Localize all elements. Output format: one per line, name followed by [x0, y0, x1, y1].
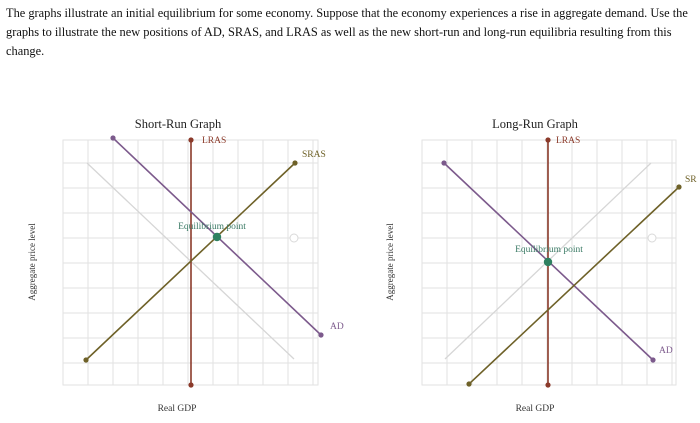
short-run-lras-handle[interactable] — [188, 382, 194, 388]
short-run-equilibrium-point[interactable] — [212, 232, 222, 242]
short-run-lras-label: LRAS — [202, 136, 226, 146]
short-run-ad-handle[interactable] — [110, 135, 116, 141]
long-run-ad-handle[interactable] — [650, 357, 656, 363]
short-run-ad-handle[interactable] — [318, 332, 324, 338]
long-run-ad-label: AD — [659, 346, 673, 356]
long-run-sras-curve[interactable] — [468, 186, 680, 385]
long-run-sras-label: SR — [685, 175, 697, 185]
long-run-sras-handle[interactable] — [676, 184, 682, 190]
question-text: The graphs illustrate an initial equilib… — [6, 6, 688, 58]
short-run-sras-label: SRAS — [302, 150, 326, 160]
short-run-graph: Short-Run Graph Aggregate price level Re… — [27, 117, 344, 414]
short-run-sras-curve[interactable] — [85, 162, 296, 361]
long-run-equilibrium-label: Equilibrium point — [515, 245, 583, 255]
short-run-sras-handle[interactable] — [292, 160, 298, 166]
long-run-x-axis-label: Real GDP — [516, 404, 555, 414]
short-run-title: Short-Run Graph — [135, 117, 222, 131]
short-run-equilibrium-label: Equilibrium point — [178, 222, 246, 232]
long-run-lras-label: LRAS — [556, 136, 580, 146]
long-run-sras-handle[interactable] — [466, 381, 472, 387]
long-run-lras-handle[interactable] — [545, 382, 551, 388]
long-run-hidden-handle[interactable] — [647, 233, 657, 243]
long-run-ad-handle[interactable] — [441, 160, 447, 166]
long-run-y-axis-label: Aggregate price level — [385, 223, 395, 301]
long-run-graph: Long-Run Graph Aggregate price level Rea… — [385, 117, 697, 414]
short-run-lras-handle[interactable] — [188, 137, 194, 143]
short-run-hidden-handle[interactable] — [289, 233, 299, 243]
short-run-x-axis-label: Real GDP — [158, 404, 197, 414]
short-run-ad-label: AD — [330, 322, 344, 332]
long-run-equilibrium-point[interactable] — [543, 257, 553, 267]
short-run-y-axis-label: Aggregate price level — [27, 223, 37, 301]
long-run-title: Long-Run Graph — [492, 117, 578, 131]
short-run-sras-handle[interactable] — [83, 357, 89, 363]
long-run-lras-handle[interactable] — [545, 137, 551, 143]
